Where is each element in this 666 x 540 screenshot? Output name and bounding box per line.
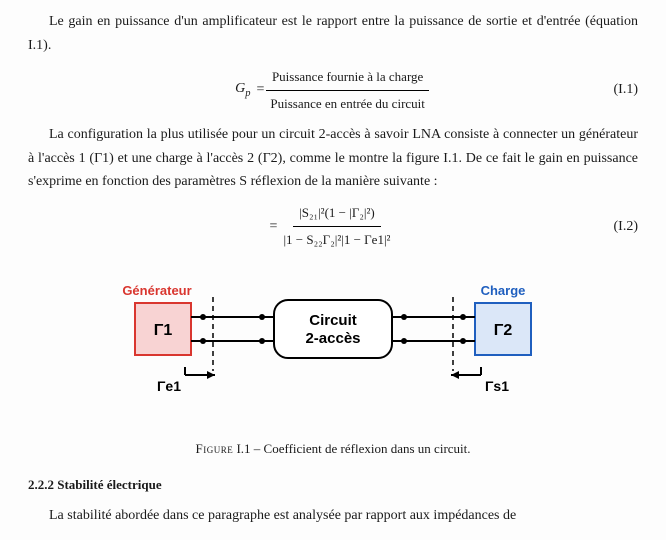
- eq2-den: |1 − S₂₂Γ₂|²|1 − Γe1|²: [277, 227, 396, 251]
- eq1-label: (I.1): [614, 78, 639, 102]
- svg-text:Charge: Charge: [481, 283, 526, 298]
- figure-1: Γ1 Générateur Γ2 Charge Circuit2-accès Γe1 Γs1: [28, 261, 638, 430]
- equation-2: = |S₂₁|²(1 − |Γ₂|²) |1 − S₂₂Γ₂|²|1 − Γe1…: [28, 202, 638, 251]
- eq1-num: Puissance fournie à la charge: [266, 66, 429, 91]
- eq1-equals: =: [256, 78, 264, 102]
- svg-text:Γs1: Γs1: [485, 378, 509, 394]
- eq1-lhs: Gp: [235, 77, 250, 103]
- svg-text:Circuit: Circuit: [309, 312, 357, 329]
- section-heading: 2.2.2 Stabilité électrique: [28, 474, 638, 496]
- paragraph-stability: La stabilité abordée dans ce paragraphe …: [28, 504, 638, 528]
- eq2-equals: =: [270, 215, 278, 239]
- circuit-diagram: Γ1 Générateur Γ2 Charge Circuit2-accès Γe1 Γs1: [103, 261, 563, 421]
- svg-text:Γe1: Γe1: [157, 378, 181, 394]
- svg-text:2-accès: 2-accès: [305, 330, 360, 347]
- eq1-den: Puissance en entrée du circuit: [264, 91, 431, 115]
- svg-text:Γ2: Γ2: [494, 322, 513, 339]
- figure-caption: Figure I.1 – Coefficient de réflexion da…: [28, 438, 638, 460]
- caption-rest: I.1 – Coefficient de réflexion dans un c…: [233, 441, 470, 456]
- equation-1: Gp = Puissance fournie à la charge Puiss…: [28, 66, 638, 115]
- svg-text:Générateur: Générateur: [122, 283, 191, 298]
- eq2-label: (I.2): [614, 215, 639, 239]
- caption-sc: Figure: [195, 441, 233, 456]
- svg-text:Γ1: Γ1: [154, 322, 173, 339]
- eq2-num: |S₂₁|²(1 − |Γ₂|²): [293, 202, 381, 227]
- eq1-fraction: Puissance fournie à la charge Puissance …: [264, 66, 431, 115]
- eq2-fraction: |S₂₁|²(1 − |Γ₂|²) |1 − S₂₂Γ₂|²|1 − Γe1|²: [277, 202, 396, 251]
- paragraph-config: La configuration la plus utilisée pour u…: [28, 123, 638, 194]
- paragraph-intro: Le gain en puissance d'un amplificateur …: [28, 10, 638, 58]
